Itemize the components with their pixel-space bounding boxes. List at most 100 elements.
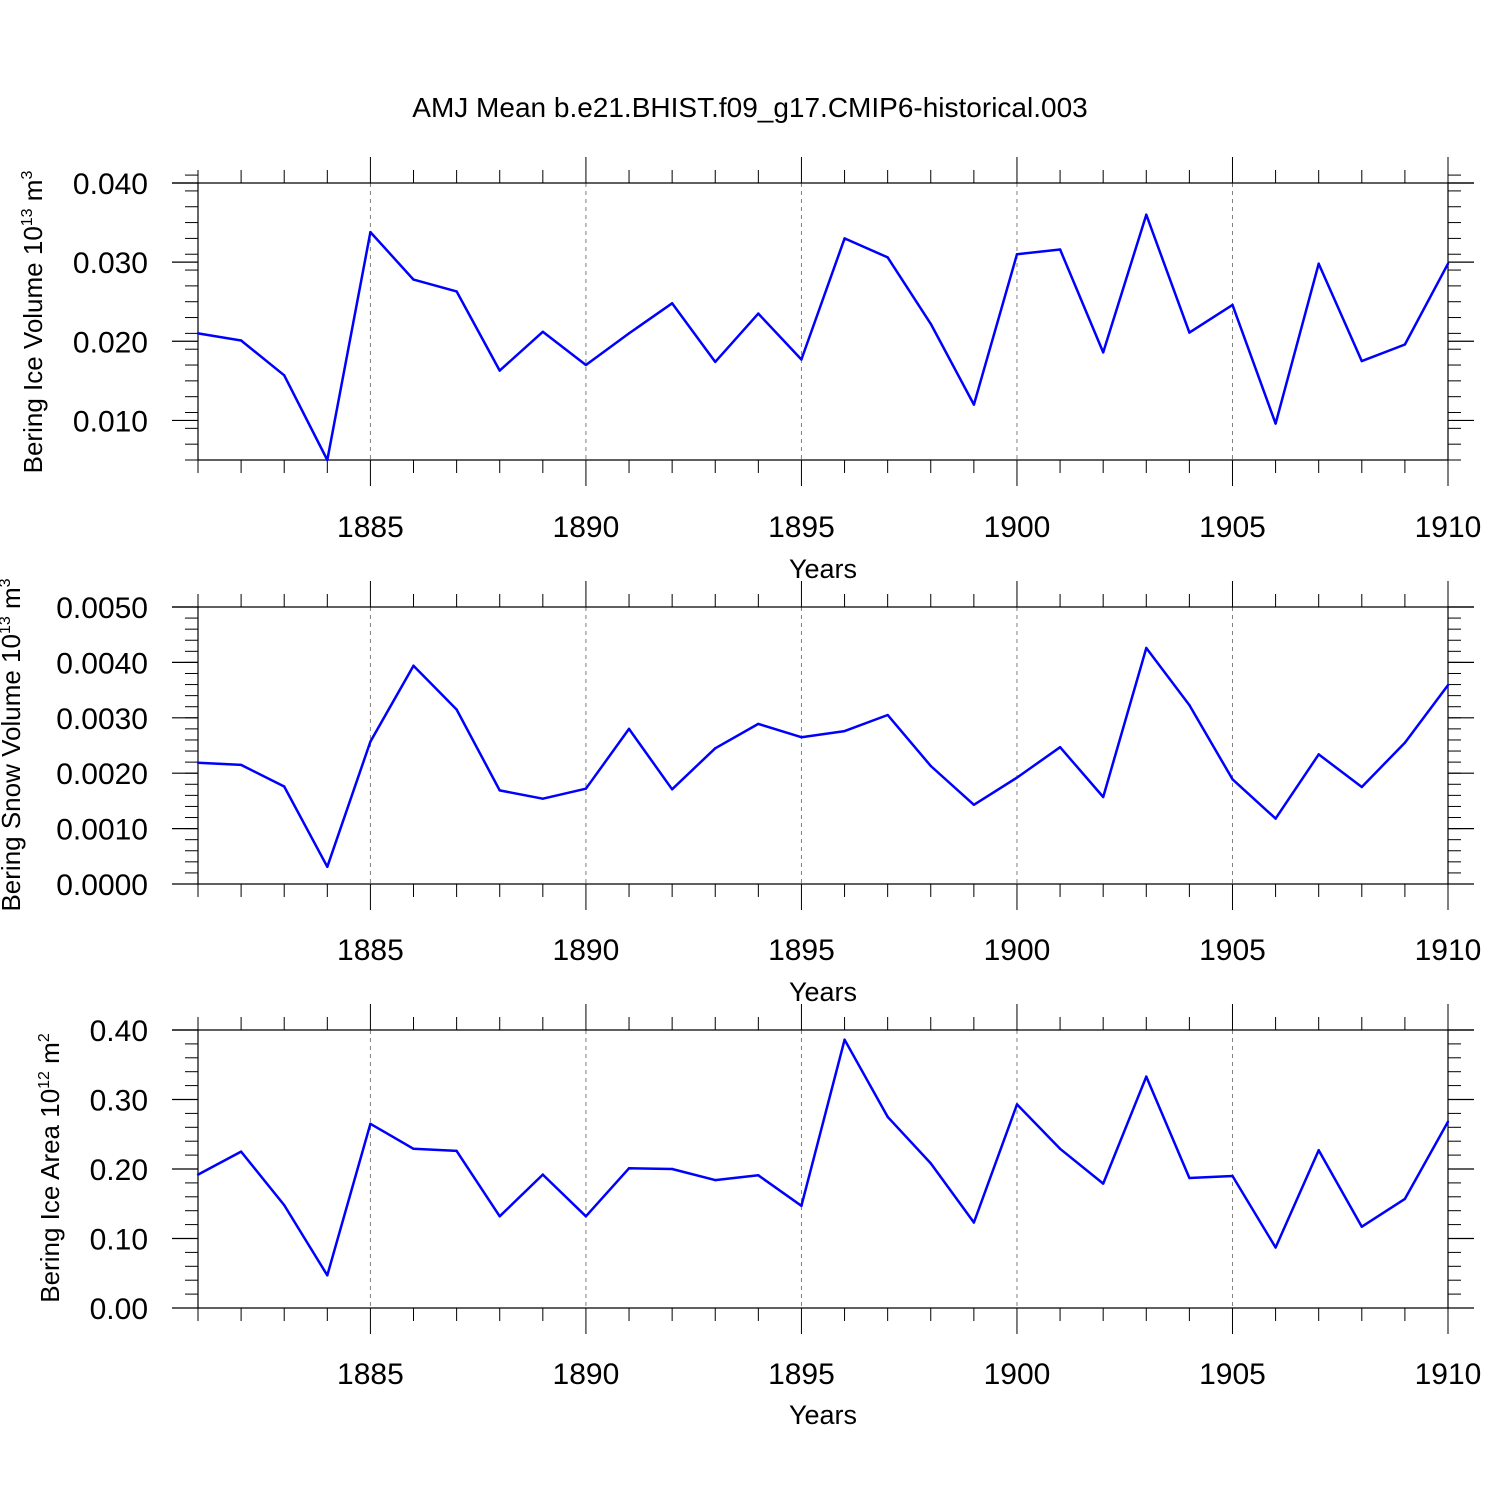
data-point bbox=[1015, 1103, 1019, 1106]
data-point bbox=[283, 785, 286, 788]
y-axis-label: Bering Snow Volume 1013 m3 bbox=[0, 578, 26, 911]
x-tick-label: 1905 bbox=[1199, 934, 1266, 967]
data-point bbox=[498, 369, 501, 372]
data-point bbox=[326, 1274, 329, 1277]
data-point bbox=[326, 458, 329, 462]
data-point bbox=[627, 332, 631, 335]
data-point bbox=[670, 302, 674, 305]
y-tick-label: 0.30 bbox=[90, 1085, 148, 1118]
y-tick-label: 0.010 bbox=[73, 405, 148, 438]
data-point bbox=[714, 1178, 717, 1182]
data-point bbox=[714, 747, 717, 750]
data-point bbox=[886, 1115, 889, 1119]
data-point bbox=[1403, 741, 1407, 744]
data-point bbox=[1188, 1176, 1191, 1180]
data-point bbox=[1274, 422, 1277, 425]
data-point bbox=[1145, 1075, 1148, 1078]
data-point bbox=[369, 230, 372, 234]
data-point bbox=[1274, 1246, 1277, 1249]
data-point bbox=[627, 1167, 631, 1170]
y-tick-label: 0.0000 bbox=[56, 869, 148, 902]
data-point bbox=[714, 360, 717, 364]
y-tick-label: 0.40 bbox=[90, 1015, 148, 1048]
data-point bbox=[1317, 753, 1320, 756]
data-point bbox=[1188, 331, 1191, 334]
x-tick-label: 1910 bbox=[1415, 934, 1482, 967]
data-point bbox=[670, 1167, 674, 1171]
chart-title: AMJ Mean b.e21.BHIST.f09_g17.CMIP6-histo… bbox=[412, 92, 1087, 123]
data-point bbox=[455, 708, 458, 711]
x-tick-label: 1905 bbox=[1199, 511, 1266, 544]
data-point bbox=[239, 339, 243, 342]
data-point bbox=[757, 1174, 760, 1177]
data-point bbox=[498, 789, 501, 792]
data-point bbox=[326, 865, 329, 869]
data-point bbox=[972, 803, 976, 806]
y-tick-label: 0.040 bbox=[73, 168, 148, 201]
data-point bbox=[800, 358, 803, 361]
data-point bbox=[584, 787, 588, 790]
data-point bbox=[1446, 683, 1450, 687]
data-point bbox=[1446, 1120, 1450, 1123]
x-tick-label: 1895 bbox=[768, 934, 835, 967]
data-point bbox=[1360, 359, 1363, 363]
data-point bbox=[1015, 776, 1019, 779]
data-point bbox=[1058, 248, 1062, 251]
data-point bbox=[843, 237, 846, 240]
data-point bbox=[369, 740, 372, 743]
data-point bbox=[843, 729, 846, 733]
series-line bbox=[197, 213, 1450, 462]
x-tick-label: 1890 bbox=[553, 1358, 620, 1391]
x-axis-label: Years bbox=[789, 554, 857, 584]
data-point bbox=[1403, 343, 1407, 346]
data-point bbox=[584, 363, 588, 367]
data-point bbox=[1015, 253, 1019, 256]
y-axis-label: Bering Ice Volume 1013 m3 bbox=[18, 171, 48, 474]
y-tick-label: 0.020 bbox=[73, 326, 148, 359]
data-point bbox=[283, 374, 286, 377]
series-line bbox=[197, 646, 1450, 869]
data-point bbox=[196, 761, 200, 764]
x-tick-label: 1900 bbox=[984, 1358, 1051, 1391]
x-tick-label: 1890 bbox=[553, 934, 620, 967]
x-axis-label: Years bbox=[789, 977, 857, 1007]
data-point bbox=[196, 332, 200, 335]
data-point bbox=[412, 664, 415, 667]
x-tick-label: 1905 bbox=[1199, 1358, 1266, 1391]
data-point bbox=[239, 763, 243, 767]
data-point bbox=[800, 735, 803, 739]
y-tick-label: 0.0050 bbox=[56, 592, 148, 625]
data-point bbox=[498, 1215, 501, 1218]
y-tick-label: 0.00 bbox=[90, 1293, 148, 1326]
data-point bbox=[541, 330, 545, 333]
data-point bbox=[1058, 1147, 1062, 1151]
x-tick-label: 1895 bbox=[768, 1358, 835, 1391]
y-tick-label: 0.0010 bbox=[56, 814, 148, 847]
data-point bbox=[541, 797, 545, 800]
data-point bbox=[455, 290, 458, 293]
y-tick-label: 0.10 bbox=[90, 1224, 148, 1257]
data-point bbox=[627, 727, 631, 731]
x-tick-label: 1885 bbox=[337, 1358, 404, 1391]
y-tick-label: 0.0020 bbox=[56, 758, 148, 791]
data-point bbox=[1231, 303, 1234, 307]
data-point bbox=[1058, 745, 1062, 749]
y-tick-label: 0.030 bbox=[73, 247, 148, 280]
data-point bbox=[1403, 1197, 1407, 1201]
data-point bbox=[972, 1221, 976, 1224]
data-point bbox=[1101, 1182, 1105, 1185]
data-point bbox=[239, 1150, 243, 1153]
data-point bbox=[455, 1149, 458, 1153]
y-tick-label: 0.20 bbox=[90, 1154, 148, 1187]
data-point bbox=[972, 403, 976, 406]
data-point bbox=[1145, 213, 1148, 216]
series-line bbox=[197, 1038, 1450, 1277]
x-tick-label: 1895 bbox=[768, 511, 835, 544]
data-point bbox=[541, 1173, 545, 1176]
y-tick-label: 0.0040 bbox=[56, 647, 148, 680]
data-point bbox=[929, 322, 932, 326]
data-point bbox=[1101, 351, 1105, 354]
data-point bbox=[929, 764, 932, 768]
data-point bbox=[1101, 795, 1105, 799]
